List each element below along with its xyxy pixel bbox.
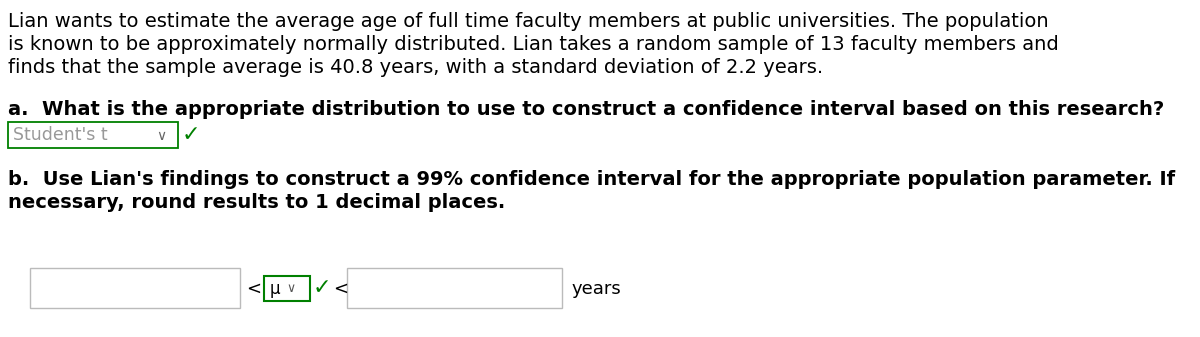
Text: is known to be approximately normally distributed. Lian takes a random sample of: is known to be approximately normally di… <box>8 35 1058 54</box>
FancyBboxPatch shape <box>347 268 562 308</box>
Text: ✓: ✓ <box>182 125 200 146</box>
Text: μ: μ <box>270 279 281 298</box>
Text: <: < <box>334 279 348 298</box>
Text: ✓: ✓ <box>313 278 331 299</box>
Text: Student's t: Student's t <box>13 126 108 145</box>
Text: b.  Use Lian's findings to construct a 99% confidence interval for the appropria: b. Use Lian's findings to construct a 99… <box>8 170 1175 189</box>
Text: finds that the sample average is 40.8 years, with a standard deviation of 2.2 ye: finds that the sample average is 40.8 ye… <box>8 58 823 77</box>
Text: <: < <box>246 279 262 298</box>
Text: necessary, round results to 1 decimal places.: necessary, round results to 1 decimal pl… <box>8 193 505 212</box>
FancyBboxPatch shape <box>264 276 310 301</box>
Text: a.  What is the appropriate distribution to use to construct a confidence interv: a. What is the appropriate distribution … <box>8 100 1164 119</box>
Text: ∨: ∨ <box>156 128 166 143</box>
FancyBboxPatch shape <box>30 268 240 308</box>
Text: Lian wants to estimate the average age of full time faculty members at public un: Lian wants to estimate the average age o… <box>8 12 1049 31</box>
FancyBboxPatch shape <box>8 122 178 148</box>
Text: years: years <box>572 279 622 298</box>
Text: ∨: ∨ <box>286 282 295 295</box>
